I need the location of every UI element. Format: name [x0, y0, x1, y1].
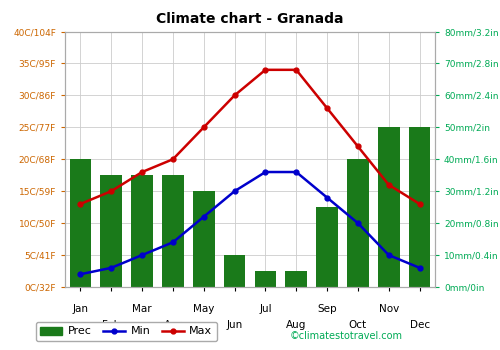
Min [386, 253, 392, 257]
Bar [316, 207, 338, 287]
Bar [193, 191, 214, 287]
Max [108, 189, 114, 193]
Min [324, 195, 330, 199]
Title: Climate chart - Granada: Climate chart - Granada [156, 12, 344, 26]
Text: Nov: Nov [378, 303, 399, 314]
Min [232, 189, 237, 193]
Text: ©climatestotravel.com: ©climatestotravel.com [290, 331, 403, 341]
Max [416, 202, 422, 206]
Bar [254, 271, 276, 287]
Bar [347, 159, 368, 287]
Text: Jun: Jun [226, 320, 242, 330]
Text: Dec: Dec [410, 320, 430, 330]
Bar [224, 255, 246, 287]
Bar [409, 127, 430, 287]
Min [170, 240, 176, 244]
Max [201, 125, 207, 130]
Max [262, 68, 268, 72]
Max [293, 68, 299, 72]
Max [232, 93, 237, 97]
Bar [162, 175, 184, 287]
Min [78, 272, 84, 276]
Bar [70, 159, 91, 287]
Text: May: May [193, 303, 214, 314]
Bar [100, 175, 122, 287]
Min [355, 221, 361, 225]
Min [262, 170, 268, 174]
Line: Min: Min [78, 170, 422, 276]
Min [416, 266, 422, 270]
Text: Jan: Jan [72, 303, 88, 314]
Legend: Prec, Min, Max: Prec, Min, Max [36, 322, 217, 341]
Text: Mar: Mar [132, 303, 152, 314]
Max [170, 157, 176, 161]
Text: Feb: Feb [102, 320, 120, 330]
Line: Max: Max [78, 68, 422, 206]
Bar [378, 127, 400, 287]
Min [201, 215, 207, 219]
Max [355, 144, 361, 148]
Text: Oct: Oct [349, 320, 367, 330]
Min [139, 253, 145, 257]
Text: Jul: Jul [259, 303, 272, 314]
Text: Apr: Apr [164, 320, 182, 330]
Max [386, 183, 392, 187]
Text: Sep: Sep [318, 303, 337, 314]
Min [108, 266, 114, 270]
Max [139, 170, 145, 174]
Bar [132, 175, 153, 287]
Text: Aug: Aug [286, 320, 306, 330]
Max [324, 106, 330, 110]
Max [78, 202, 84, 206]
Bar [286, 271, 307, 287]
Min [293, 170, 299, 174]
